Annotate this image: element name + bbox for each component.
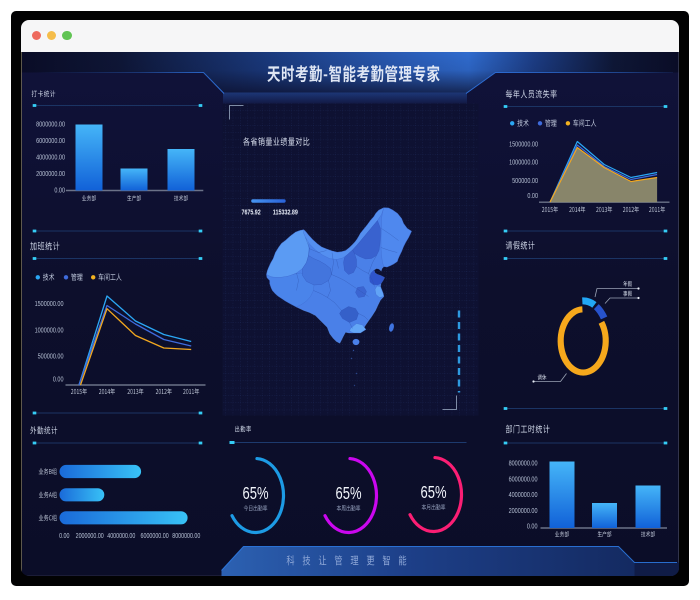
svg-text:65%: 65%	[242, 483, 268, 503]
svg-text:65%: 65%	[335, 483, 361, 503]
svg-text:0.00: 0.00	[527, 191, 538, 200]
svg-text:8000000.00: 8000000.00	[36, 119, 65, 128]
svg-text:500000.00: 500000.00	[37, 351, 63, 360]
svg-text:500000.00: 500000.00	[512, 176, 538, 185]
svg-text:2000000.00: 2000000.00	[508, 506, 537, 515]
svg-text:6000000.00: 6000000.00	[508, 474, 537, 483]
svg-text:1500000.00: 1500000.00	[34, 298, 63, 307]
svg-text:4000000.00: 4000000.00	[107, 533, 135, 540]
svg-text:2000000.00: 2000000.00	[36, 169, 65, 178]
svg-text:8000000.00: 8000000.00	[508, 458, 537, 467]
svg-text:4000000.00: 4000000.00	[508, 490, 537, 499]
svg-text:115332.89: 115332.89	[272, 209, 297, 216]
svg-text:1500000.00: 1500000.00	[509, 139, 538, 148]
svg-text:6000000.00: 6000000.00	[36, 136, 65, 145]
svg-text:0.00: 0.00	[526, 521, 537, 530]
svg-text:2000000.00: 2000000.00	[75, 533, 103, 540]
svg-text:6000000.00: 6000000.00	[140, 533, 168, 540]
svg-text:1000000.00: 1000000.00	[509, 157, 538, 166]
svg-text:1000000.00: 1000000.00	[34, 325, 63, 334]
svg-text:65%: 65%	[420, 482, 446, 502]
svg-text:8000000.00: 8000000.00	[172, 533, 200, 540]
svg-text:4000000.00: 4000000.00	[36, 152, 65, 161]
svg-text:0.00: 0.00	[54, 185, 65, 194]
svg-text:0.00: 0.00	[52, 374, 63, 383]
svg-text:0.00: 0.00	[59, 533, 69, 540]
svg-text:7675.92: 7675.92	[241, 209, 260, 216]
